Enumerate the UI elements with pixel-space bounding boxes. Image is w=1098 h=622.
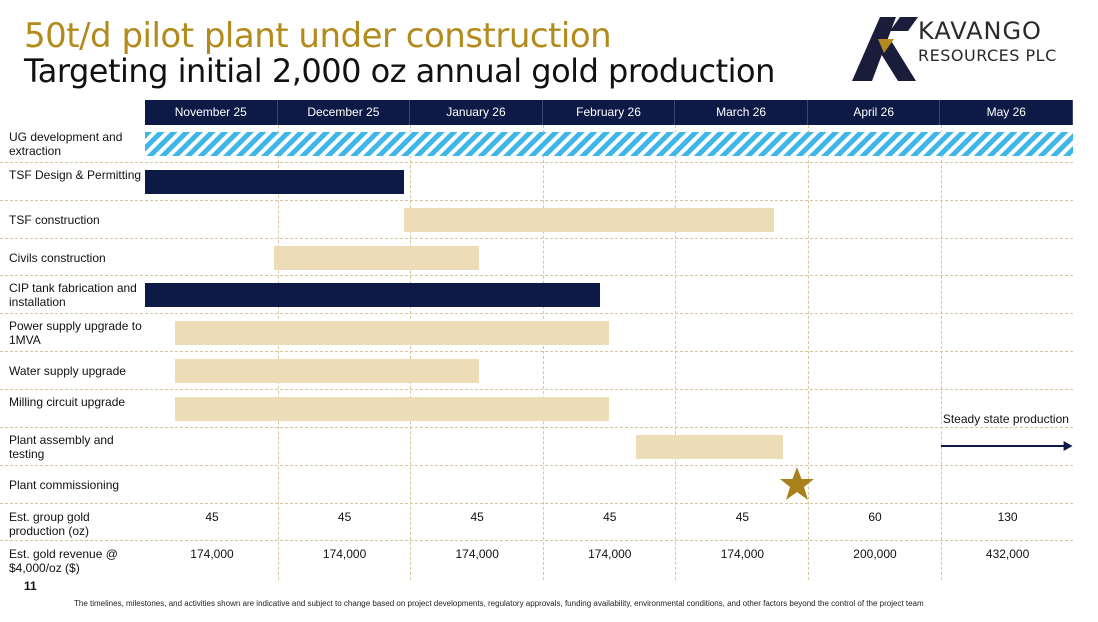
revenue-value: 174,000 xyxy=(190,547,234,561)
kavango-logo-icon xyxy=(852,17,918,81)
month-header-cell: March 26 xyxy=(675,100,808,125)
month-header-cell: April 26 xyxy=(808,100,941,125)
production-value: 45 xyxy=(337,510,352,524)
gantt-row xyxy=(0,314,1073,352)
steady-state-label: Steady state production xyxy=(942,412,1069,426)
production-value: 130 xyxy=(997,510,1018,524)
arrow-right-icon xyxy=(940,441,1073,451)
company-logo: KAVANGO RESOURCES PLC xyxy=(850,15,1090,85)
production-row xyxy=(0,504,1073,541)
month-header-cell: December 25 xyxy=(278,100,411,125)
gantt-bar xyxy=(403,208,774,232)
month-header-cell: November 25 xyxy=(145,100,278,125)
month-header-cell: May 26 xyxy=(940,100,1074,125)
revenue-value: 174,000 xyxy=(322,547,367,561)
gantt-bar xyxy=(635,435,783,459)
revenue-label: Est. gold revenue @ $4,000/oz ($) xyxy=(9,547,118,575)
month-divider xyxy=(808,125,809,580)
gantt-bar xyxy=(273,245,480,270)
gantt-row xyxy=(0,352,1073,390)
revenue-value: 174,000 xyxy=(455,547,499,561)
activity-label: TSF construction xyxy=(9,213,100,227)
gantt-row xyxy=(0,428,1073,466)
month-divider xyxy=(410,125,411,580)
month-header-cell: February 26 xyxy=(543,100,676,125)
page-subtitle: Targeting initial 2,000 oz annual gold p… xyxy=(24,52,775,90)
logo-text-line1: KAVANGO xyxy=(918,17,1042,45)
revenue-value: 174,000 xyxy=(720,547,765,561)
month-header: November 25 December 25 January 26 February… xyxy=(145,100,1074,125)
production-value: 45 xyxy=(470,510,484,524)
month-divider xyxy=(543,125,544,580)
logo-text-line2: RESOURCES PLC xyxy=(918,46,1057,65)
page-number: 11 xyxy=(24,579,37,593)
activity-label: Water supply upgrade xyxy=(9,364,126,378)
production-value: 45 xyxy=(735,510,750,524)
production-value: 60 xyxy=(868,510,882,524)
activity-label: UG development and extraction xyxy=(9,130,123,158)
milestone-star-icon xyxy=(780,467,815,500)
activity-label: Plant assembly and testing xyxy=(9,433,114,461)
production-value: 45 xyxy=(205,510,219,524)
gantt-bar xyxy=(145,132,1074,156)
month-divider xyxy=(278,125,279,580)
gantt-row xyxy=(0,390,1073,428)
activity-label: Civils construction xyxy=(9,250,106,265)
activity-label: Power supply upgrade to 1MVA xyxy=(9,319,142,347)
gantt-bar xyxy=(175,359,480,383)
gantt-row xyxy=(0,466,1073,504)
activity-label: CIP tank fabrication and installation xyxy=(9,281,137,309)
gantt-bar xyxy=(145,170,404,194)
gantt-bar xyxy=(175,321,610,345)
revenue-value: 200,000 xyxy=(853,547,897,561)
gantt-bar xyxy=(175,397,610,421)
month-divider xyxy=(941,125,942,580)
production-label: Est. group gold production (oz) xyxy=(9,510,90,538)
month-divider xyxy=(675,125,676,580)
page-title: 50t/d pilot plant under construction xyxy=(24,16,612,56)
activity-label: TSF Design & Permitting xyxy=(9,168,142,182)
gantt-row xyxy=(0,125,1073,163)
revenue-value: 174,000 xyxy=(588,547,632,561)
activity-label: Milling circuit upgrade xyxy=(9,395,126,409)
gantt-row xyxy=(0,201,1073,239)
gantt-bar xyxy=(145,283,600,307)
disclaimer: The timelines, milestones, and activitie… xyxy=(74,599,924,608)
gantt-row xyxy=(0,276,1073,314)
gantt-row xyxy=(0,239,1073,276)
production-value: 45 xyxy=(603,510,617,524)
gantt-row xyxy=(0,163,1073,201)
revenue-value: 432,000 xyxy=(985,547,1030,561)
month-header-cell: January 26 xyxy=(410,100,543,125)
activity-label: Plant commissioning xyxy=(9,478,120,492)
